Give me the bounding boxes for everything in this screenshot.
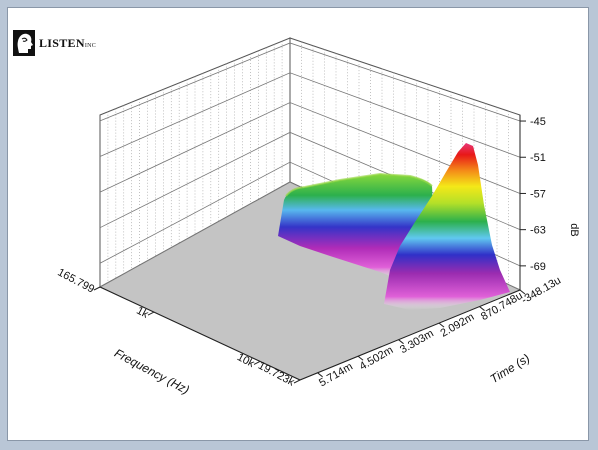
surface-plateau-top: [285, 172, 433, 197]
z-tick-label: -45: [530, 116, 546, 128]
frequency-tick-mark: [293, 379, 301, 384]
z-tick-label: -69: [530, 261, 546, 273]
brand-name: LISTENINC: [39, 35, 97, 50]
time-tick-mark: [519, 289, 526, 295]
surface-plateau: [278, 174, 436, 280]
grid-line-z: [99, 42, 521, 122]
time-axis-line: [299, 289, 521, 381]
frequency-tick-label: 165.799: [55, 266, 96, 295]
grid-line-z: [99, 102, 521, 194]
z-tick-label: -57: [530, 188, 546, 200]
surface-peak: [384, 143, 510, 310]
time-tick-mark: [398, 339, 404, 345]
time-tick-mark: [479, 306, 485, 311]
frequency-axis-line: [99, 286, 301, 381]
z-tick-label: -51: [530, 152, 546, 164]
z-axis-label: dB: [568, 223, 580, 236]
frequency-tick-mark: [253, 360, 261, 365]
frequency-axis-label: Frequency (Hz): [112, 346, 192, 397]
time-tick-label: -348.13u: [520, 274, 564, 306]
z-tick-label: -63: [530, 225, 546, 237]
time-tick-mark: [438, 322, 445, 328]
time-axis-label: Time (s): [488, 351, 533, 386]
frequency-tick-mark: [93, 286, 101, 291]
head-profile-logo-icon: [13, 30, 35, 56]
time-tick-mark: [317, 372, 323, 378]
brand-logo: LISTENINC: [13, 30, 96, 56]
frequency-tick-label: 1k: [134, 305, 150, 321]
grid-line-z: [99, 72, 521, 158]
frequency-tick-mark: [147, 311, 155, 316]
time-tick-mark: [357, 355, 364, 361]
